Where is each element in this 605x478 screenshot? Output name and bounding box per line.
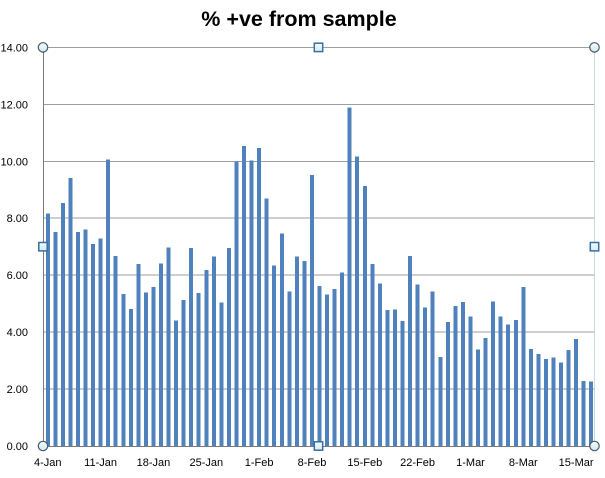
svg-text:12.00: 12.00 [0, 99, 28, 111]
svg-text:15-Feb: 15-Feb [347, 457, 382, 469]
svg-text:4.00: 4.00 [7, 327, 28, 339]
svg-text:4-Jan: 4-Jan [34, 457, 62, 469]
svg-text:6.00: 6.00 [7, 270, 28, 282]
svg-text:2.00: 2.00 [7, 384, 28, 396]
svg-text:18-Jan: 18-Jan [137, 457, 171, 469]
svg-text:14.00: 14.00 [0, 42, 28, 54]
svg-text:10.00: 10.00 [0, 156, 28, 168]
svg-text:1-Mar: 1-Mar [456, 457, 485, 469]
svg-text:8-Feb: 8-Feb [298, 457, 327, 469]
svg-text:1-Feb: 1-Feb [245, 457, 274, 469]
svg-text:22-Feb: 22-Feb [400, 457, 435, 469]
svg-text:% +ve from sample: % +ve from sample [201, 7, 396, 31]
svg-text:8.00: 8.00 [7, 213, 28, 225]
svg-text:11-Jan: 11-Jan [84, 457, 117, 469]
svg-text:15-Mar: 15-Mar [559, 457, 594, 469]
svg-text:0.00: 0.00 [7, 441, 28, 453]
svg-text:25-Jan: 25-Jan [189, 457, 223, 469]
svg-text:8-Mar: 8-Mar [509, 457, 538, 469]
